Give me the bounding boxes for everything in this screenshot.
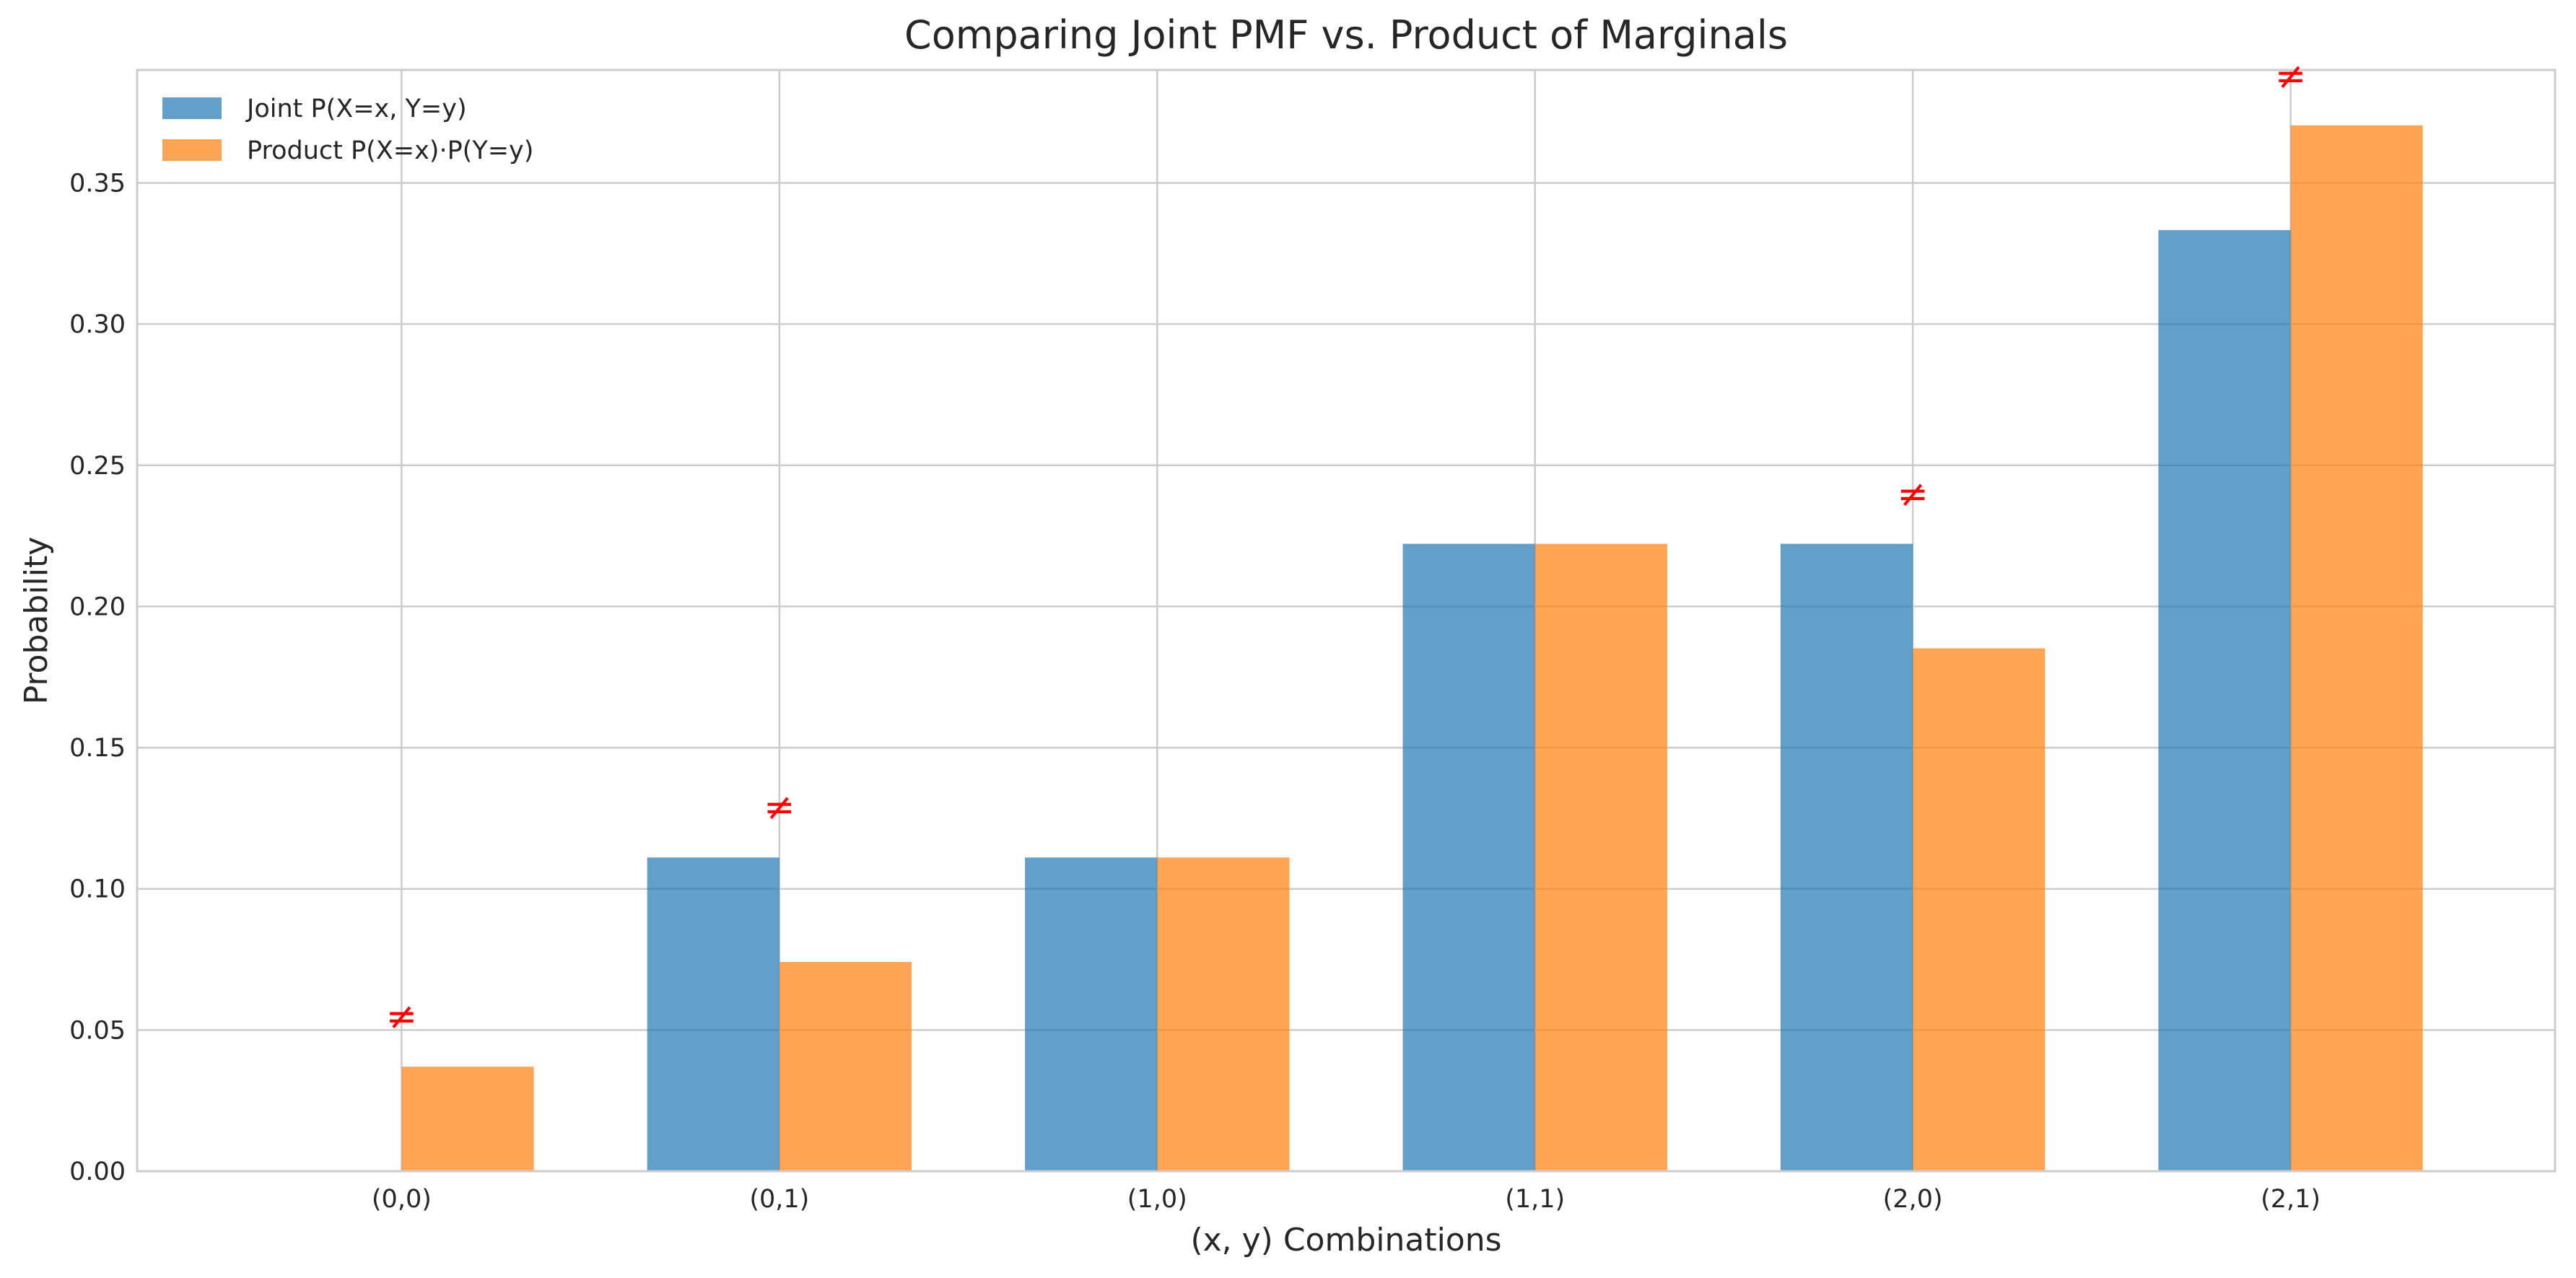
y-tick-label: 0.35 [69, 170, 126, 198]
x-tick-label: (1,1) [1505, 1185, 1565, 1214]
legend: Joint P(X=x, Y=y) Product P(X=x)·P(Y=y) [162, 95, 533, 165]
x-tick-label: (1,0) [1127, 1185, 1187, 1214]
legend-swatch [162, 97, 222, 119]
x-tick-label: (0,0) [372, 1185, 432, 1214]
joint-bar [1025, 857, 1158, 1171]
y-tick-label: 0.25 [69, 452, 126, 481]
y-axis-label: Probability [18, 537, 55, 705]
product-bar [1157, 857, 1290, 1171]
annotations: ≠ ≠ ≠ ≠ [386, 55, 2307, 1038]
product-bar [779, 962, 912, 1171]
x-tick-label: (2,0) [1883, 1185, 1943, 1214]
product-bar [1534, 543, 1667, 1171]
y-tick-label: 0.20 [69, 592, 126, 621]
not-equal-annotation: ≠ [764, 786, 795, 829]
x-tick-label: (0,1) [749, 1185, 809, 1214]
x-tick-label: (2,1) [2261, 1185, 2320, 1214]
product-bar [1913, 648, 2045, 1171]
joint-bar [1780, 543, 1913, 1171]
not-equal-annotation: ≠ [386, 995, 418, 1038]
bars [401, 125, 2423, 1171]
not-equal-annotation: ≠ [2275, 55, 2307, 98]
joint-bar [2158, 229, 2291, 1171]
plot-frame [136, 69, 2557, 1173]
tick-labels: 0.00 0.05 0.10 0.15 0.20 0.25 0.30 0.35 (0,0) (0,… [69, 170, 2320, 1214]
x-axis-label: (x, y) Combinations [1190, 1222, 1501, 1259]
product-bar [401, 1067, 534, 1171]
legend-label: Product P(X=x)·P(Y=y) [247, 136, 533, 165]
not-equal-annotation: ≠ [1897, 473, 1929, 516]
chart-title: Comparing Joint PMF vs. Product of Margi… [904, 12, 1788, 58]
y-tick-label: 0.00 [69, 1157, 126, 1186]
y-tick-label: 0.15 [69, 734, 126, 763]
y-tick-label: 0.05 [69, 1016, 126, 1045]
product-bar [2290, 125, 2423, 1171]
joint-bar [1402, 543, 1535, 1171]
y-tick-label: 0.30 [69, 310, 126, 339]
joint-bar [647, 857, 780, 1171]
legend-swatch [162, 139, 222, 161]
legend-label: Joint P(X=x, Y=y) [245, 95, 467, 123]
y-tick-label: 0.10 [69, 875, 126, 904]
